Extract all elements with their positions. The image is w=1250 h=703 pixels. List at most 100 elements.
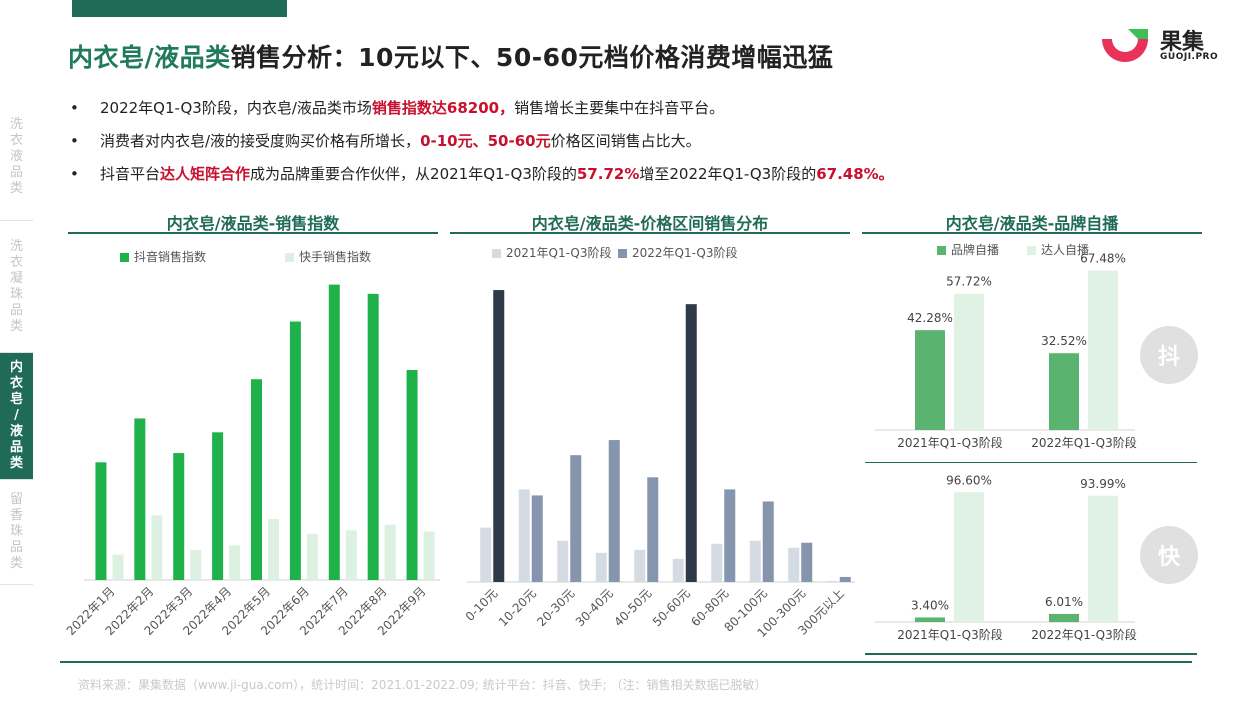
douyin-badge: 抖 bbox=[1140, 326, 1198, 384]
bullet-text: 成为品牌重要合作伙伴，从2021年Q1-Q3阶段的 bbox=[250, 165, 577, 183]
legend-swatch bbox=[937, 246, 946, 255]
bar-1-1 bbox=[1088, 495, 1118, 622]
bar-1-1 bbox=[1088, 270, 1118, 430]
legend-label: 2022年Q1-Q3阶段 bbox=[632, 245, 737, 260]
legend-swatch bbox=[285, 253, 294, 262]
bar-0-0 bbox=[915, 330, 945, 430]
douyin-self-broadcast-chart: 品牌自播 达人自播 42.28% 32.52% 57.72% 67.48% 2021年Q1-… bbox=[865, 243, 1197, 463]
bullet-text: 增至2022年Q1-Q3阶段的 bbox=[639, 165, 817, 183]
bullet-text: 抖音平台 bbox=[100, 165, 161, 183]
bar-1-2 bbox=[190, 550, 202, 580]
bar-0-5 bbox=[289, 321, 301, 580]
bar-0-4 bbox=[634, 549, 646, 582]
title-highlight: 内衣皂/液品类 bbox=[68, 43, 231, 72]
chart3-title: 内衣皂/液品类-品牌自播 bbox=[945, 214, 1119, 233]
data-label: 93.99% bbox=[1080, 477, 1126, 491]
sidenav-item-3[interactable]: 留香珠品类 bbox=[0, 480, 33, 585]
sidenav-item-1[interactable]: 洗衣凝珠品类 bbox=[0, 221, 33, 353]
footer-source: 资料来源：果集数据（www.ji-gua.com），统计时间：2021.01-2… bbox=[78, 678, 767, 692]
x-tick-label: 2021年Q1-Q3阶段 bbox=[897, 435, 1002, 450]
bar-1-7 bbox=[384, 524, 396, 580]
bar-0-2 bbox=[173, 453, 185, 580]
bar-0-4 bbox=[251, 379, 262, 580]
legend-label: 达人自播 bbox=[1041, 243, 1089, 257]
price-range-chart: 2021年Q1-Q3阶段 2022年Q1-Q3阶段 0-10元10-20元20-30… bbox=[463, 245, 855, 640]
footer-divider bbox=[60, 661, 1192, 663]
bar-0-7 bbox=[367, 293, 379, 580]
bar-1-0 bbox=[493, 290, 505, 582]
bar-0-0 bbox=[95, 462, 107, 580]
bar-1-9 bbox=[839, 576, 851, 582]
data-label: 67.48% bbox=[1080, 252, 1126, 266]
bar-1-5 bbox=[306, 533, 318, 580]
summary-bullets: • 2022年Q1-Q3阶段，内衣皂/液品类市场销售指数达68200，销售增长主要… bbox=[70, 98, 1200, 197]
legend-label: 抖音销售指数 bbox=[134, 249, 206, 264]
bullet-highlight: 67.48%。 bbox=[816, 165, 894, 183]
bar-0-7 bbox=[749, 540, 761, 582]
x-tick-label: 0-10元 bbox=[463, 586, 501, 624]
bar-1-4 bbox=[268, 518, 279, 580]
bar-1-6 bbox=[724, 489, 736, 582]
sidenav-item-label: 内衣皂 / 液品类 bbox=[9, 360, 23, 471]
top-accent-bar bbox=[72, 0, 287, 17]
bar-0-5 bbox=[672, 558, 684, 582]
x-tick-label: 2022年Q1-Q3阶段 bbox=[1031, 627, 1136, 642]
bullet-text: 价格区间销售占比大。 bbox=[550, 132, 701, 150]
data-label: 32.52% bbox=[1041, 334, 1087, 348]
kuaishou-badge: 快 bbox=[1140, 526, 1198, 584]
bar-0-8 bbox=[788, 547, 800, 582]
bar-1-2 bbox=[570, 455, 582, 582]
chart1-title: 内衣皂/液品类-销售指数 bbox=[166, 214, 340, 233]
bar-0-3 bbox=[212, 432, 224, 580]
bullet-text: 销售增长主要集中在抖音平台。 bbox=[514, 99, 725, 117]
sidenav-item-label: 洗衣凝珠品类 bbox=[9, 238, 23, 334]
data-label: 42.28% bbox=[907, 311, 953, 325]
data-label: 3.40% bbox=[911, 598, 949, 612]
guoji-logo-icon bbox=[1102, 29, 1148, 62]
bar-1-8 bbox=[423, 531, 435, 580]
title-rest: 销售分析：10元以下、50-60元档价格消费增幅迅猛 bbox=[230, 43, 834, 72]
sidenav-item-label: 洗衣液品类 bbox=[9, 116, 23, 196]
side-nav: 洗衣液品类洗衣凝珠品类内衣皂 / 液品类留香珠品类 bbox=[0, 93, 33, 585]
data-label: 6.01% bbox=[1045, 595, 1083, 609]
chart2-title: 内衣皂/液品类-价格区间销售分布 bbox=[531, 214, 769, 233]
chart1-title-underline bbox=[68, 232, 438, 234]
bullet-highlight: 0-10元、50-60元 bbox=[420, 132, 551, 150]
bullet-highlight: 57.72% bbox=[576, 165, 640, 183]
bullet-highlight: 达人矩阵合作 bbox=[160, 165, 251, 183]
legend-label: 快手销售指数 bbox=[299, 249, 371, 264]
sidenav-item-2[interactable]: 内衣皂 / 液品类 bbox=[0, 353, 33, 480]
x-tick-label: 10-20元 bbox=[496, 586, 539, 629]
sidenav-item-label: 留香珠品类 bbox=[9, 492, 23, 571]
data-label: 57.72% bbox=[946, 275, 992, 289]
bar-1-0 bbox=[112, 554, 124, 580]
bar-0-9 bbox=[826, 580, 838, 582]
x-tick-label: 2022年Q1-Q3阶段 bbox=[1031, 435, 1136, 450]
bar-0-6 bbox=[711, 543, 723, 582]
bar-0-0 bbox=[915, 617, 945, 622]
bullet-dot: • bbox=[70, 132, 79, 150]
bullet-dot: • bbox=[70, 165, 79, 183]
bar-1-8 bbox=[801, 542, 813, 582]
bar-1-1 bbox=[531, 495, 543, 582]
bar-1-4 bbox=[647, 477, 659, 582]
bullet-item: • 2022年Q1-Q3阶段，内衣皂/液品类市场销售指数达68200，销售增长主要… bbox=[70, 98, 1200, 131]
legend-label: 品牌自播 bbox=[951, 243, 999, 257]
bar-1-3 bbox=[229, 545, 241, 580]
legend-swatch bbox=[618, 249, 627, 258]
bullet-item: • 消费者对内衣皂/液的接受度购买价格有所增长，0-10元、50-60元价格区间销… bbox=[70, 131, 1200, 164]
bar-1-3 bbox=[608, 440, 620, 582]
bar-1-0 bbox=[954, 492, 984, 622]
bar-0-2 bbox=[557, 540, 569, 582]
bullet-highlight: 销售指数达68200， bbox=[371, 99, 515, 117]
x-tick-label: 20-30元 bbox=[534, 586, 577, 629]
logo-subtitle: GUOJI.PRO bbox=[1160, 52, 1219, 62]
bar-0-1 bbox=[1049, 353, 1079, 430]
bar-0-8 bbox=[406, 370, 418, 580]
x-tick-label: 30-40元 bbox=[573, 586, 616, 629]
chart3-title-underline bbox=[862, 232, 1202, 234]
x-tick-label: 50-60元 bbox=[650, 586, 693, 629]
bar-0-1 bbox=[518, 489, 530, 582]
sidenav-item-0[interactable]: 洗衣液品类 bbox=[0, 93, 33, 221]
bar-1-5 bbox=[685, 304, 697, 582]
